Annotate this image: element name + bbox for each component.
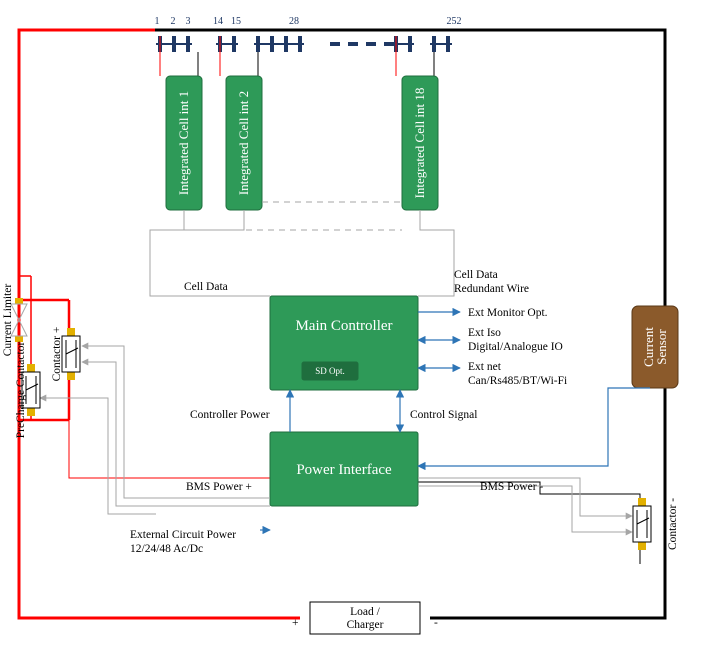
annotation: Redundant Wire [454, 283, 529, 295]
annotation: External Circuit Power [130, 529, 236, 541]
annotation: BMS Power + [186, 481, 252, 493]
cell-index-label: 252 [447, 16, 462, 27]
signal-wire [150, 210, 184, 260]
contactor-minus [633, 498, 651, 550]
annotation: Digital/Analogue IO [468, 341, 563, 353]
annotation: Control Signal [410, 409, 477, 421]
annotation: Cell Data [454, 269, 498, 281]
cell-index-label: 15 [231, 16, 241, 27]
annotation: Ext net [468, 361, 502, 373]
svg-text:Charger: Charger [347, 619, 384, 631]
svg-text:Sensor: Sensor [654, 329, 669, 365]
annotation: Can/Rs485/BT/Wi-Fi [468, 375, 567, 387]
signal-wire [40, 398, 156, 514]
black-wire [418, 482, 640, 564]
contactor-minus-label: Contactor - [667, 498, 679, 550]
annotation: Cell Data [184, 281, 228, 293]
data-wire [418, 388, 650, 466]
contactor-plus [62, 328, 80, 380]
red-wire [69, 420, 270, 478]
load-charger-label: Load / [350, 606, 381, 618]
current-limiter-label: Current Limiter [2, 284, 14, 357]
cell-index-label: 2 [171, 16, 176, 27]
annotation: BMS Power - [480, 481, 543, 493]
annotation: Ext Monitor Opt. [468, 307, 548, 319]
cell-index-label: 1 [155, 16, 160, 27]
annotation: 12/24/48 Ac/Dc [130, 543, 203, 555]
signal-wire [150, 210, 244, 230]
signal-wire [82, 362, 156, 506]
cell1-label: Integrated Cell int 1 [176, 91, 191, 195]
annotation: - [434, 617, 438, 629]
signal-wire [82, 346, 156, 498]
power-interface-label: Power Interface [296, 462, 392, 478]
cell2-label: Integrated Cell int 2 [236, 91, 251, 195]
annotation: Ext Iso [468, 327, 501, 339]
annotation: + [292, 617, 299, 629]
signal-wire [420, 210, 454, 260]
main-controller-label: Main Controller [295, 318, 392, 334]
bms-diagram: 123 14 15 28 252 Integrated Cell int 1 Integra… [0, 0, 701, 658]
cell18-label: Integrated Cell int 18 [412, 88, 427, 199]
contactor-plus-label: Contactor + [51, 327, 63, 382]
sd-opt-label: SD Opt. [315, 366, 345, 376]
cell-index-label: 28 [289, 16, 299, 27]
precharge-contactor-label: PreCharge Contactor [15, 342, 27, 439]
cell-index-label: 14 [213, 16, 223, 27]
cell-index-label: 3 [186, 16, 191, 27]
signal-wire [418, 260, 454, 296]
annotation: Controller Power [190, 409, 270, 421]
